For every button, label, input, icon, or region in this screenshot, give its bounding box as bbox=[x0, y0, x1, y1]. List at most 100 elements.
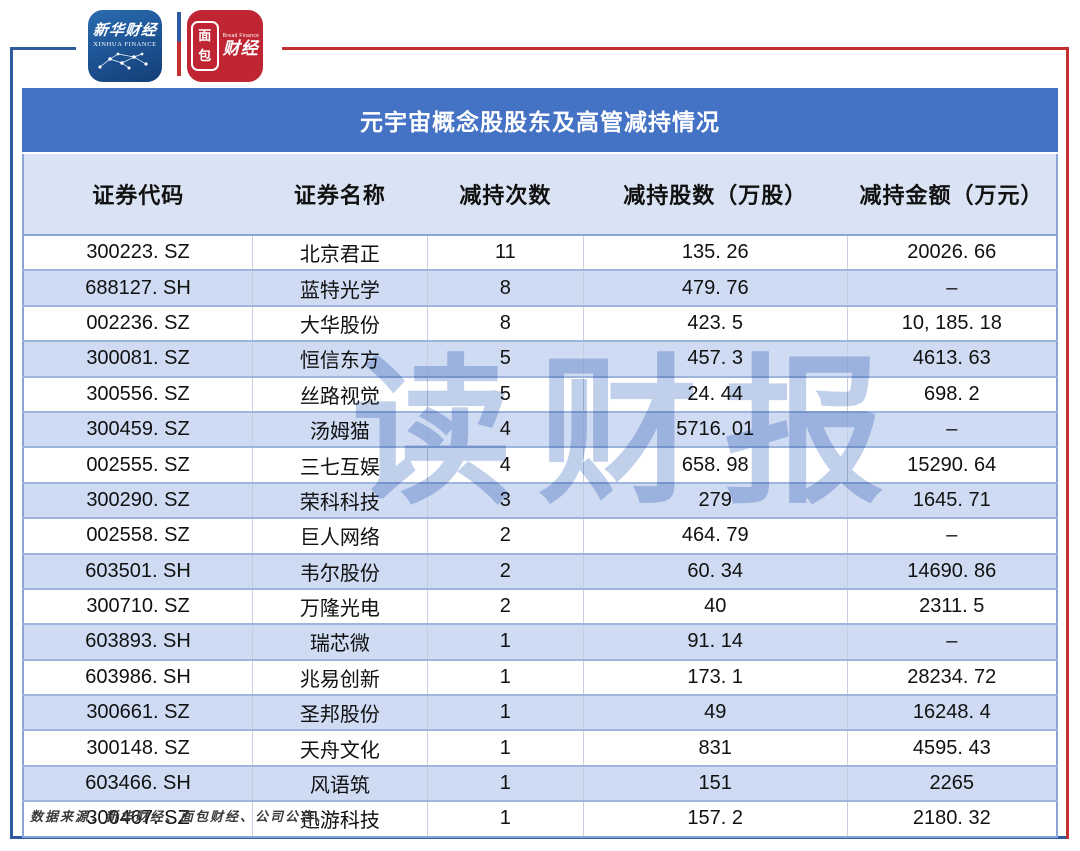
bread-finance-logo: 面 包 Bread Finance 财经 bbox=[187, 10, 263, 82]
cell-code: 300148. SZ bbox=[23, 729, 253, 766]
frame-top-left-blue bbox=[10, 47, 76, 50]
cell-shares: 49 bbox=[582, 694, 848, 731]
cell-code: 002558. SZ bbox=[23, 517, 253, 554]
table-row: 300710. SZ 万隆光电 2 40 2311. 5 bbox=[23, 587, 1057, 625]
cell-code: 300661. SZ bbox=[23, 694, 253, 731]
bread-logo-box: 面 包 bbox=[190, 21, 219, 71]
col-header-name: 证券名称 bbox=[252, 154, 428, 236]
table-row: 300661. SZ 圣邦股份 1 49 16248. 4 bbox=[23, 694, 1057, 731]
cell-count: 2 bbox=[426, 587, 584, 625]
table-row: 603893. SH 瑞芯微 1 91. 14– bbox=[23, 623, 1057, 660]
cell-code: 603501. SH bbox=[23, 552, 253, 589]
cell-amount: 2265 bbox=[846, 764, 1057, 802]
table-row: 300556. SZ 丝路视觉 5 24. 44 698. 2 bbox=[23, 375, 1057, 412]
cell-amount: 2311. 5 bbox=[846, 587, 1057, 625]
cell-amount: 16248. 4 bbox=[846, 694, 1057, 731]
table-row: 300459. SZ 汤姆猫 4 5716. 01– bbox=[23, 410, 1057, 448]
table-row: 300223. SZ 北京君正 11 135. 26 20026. 66 bbox=[23, 235, 1057, 271]
cell-amount: 698. 2 bbox=[846, 375, 1057, 412]
table-row: 300467. SZ 迅游科技 1 157. 2 2180. 32 bbox=[23, 800, 1057, 837]
cell-name: 韦尔股份 bbox=[252, 552, 428, 589]
cell-name: 三七互娱 bbox=[252, 446, 428, 483]
logo-divider bbox=[177, 12, 181, 76]
table-row: 300148. SZ 天舟文化 1 831 4595. 43 bbox=[23, 729, 1057, 766]
cell-code: 002236. SZ bbox=[23, 304, 253, 342]
cell-name: 汤姆猫 bbox=[252, 410, 428, 448]
cell-amount: – bbox=[846, 623, 1057, 660]
cell-count: 11 bbox=[426, 235, 584, 271]
cell-amount: 28234. 72 bbox=[846, 658, 1057, 696]
table-row: 688127. SH 蓝特光学 8 479. 76– bbox=[23, 269, 1057, 306]
cell-count: 4 bbox=[426, 446, 584, 483]
cell-shares: 423. 5 bbox=[582, 304, 848, 342]
cell-shares: 40 bbox=[582, 587, 848, 625]
cell-count: 2 bbox=[426, 517, 584, 554]
xinhua-logo-subtitle: XINHUA FINANCE bbox=[93, 40, 157, 48]
cell-shares: 91. 14 bbox=[582, 623, 848, 660]
cell-amount: – bbox=[846, 410, 1057, 448]
cell-name: 巨人网络 bbox=[252, 517, 428, 554]
cell-shares: 279 bbox=[582, 481, 848, 519]
col-header-amount: 减持金额（万元） bbox=[847, 154, 1057, 236]
holdings-reduction-table: 证券代码 证券名称 减持次数 减持股数（万股） 减持金额（万元） 300223.… bbox=[22, 154, 1058, 838]
bread-logo-char-top: 面 bbox=[198, 28, 212, 43]
table-row: 300081. SZ 恒信东方 5 457. 3 4613. 63 bbox=[23, 340, 1057, 377]
cell-code: 300081. SZ bbox=[23, 340, 253, 377]
cell-shares: 135. 26 bbox=[582, 235, 848, 271]
cell-shares: 457. 3 bbox=[582, 340, 848, 377]
col-header-code: 证券代码 bbox=[23, 154, 253, 236]
cell-code: 300556. SZ bbox=[23, 375, 253, 412]
cell-name: 瑞芯微 bbox=[252, 623, 428, 660]
cell-code: 603466. SH bbox=[23, 764, 253, 802]
cell-count: 1 bbox=[426, 623, 584, 660]
cell-shares: 173. 1 bbox=[582, 658, 848, 696]
cell-name: 丝路视觉 bbox=[252, 375, 428, 412]
cell-count: 8 bbox=[426, 304, 584, 342]
cell-shares: 60. 34 bbox=[582, 552, 848, 589]
xinhua-finance-logo: 新华财经 XINHUA FINANCE bbox=[88, 10, 162, 82]
cell-amount: – bbox=[846, 517, 1057, 554]
cell-name: 荣科科技 bbox=[252, 481, 428, 519]
cell-name: 圣邦股份 bbox=[252, 694, 428, 731]
frame-left-blue bbox=[10, 47, 13, 839]
xinhua-logo-title: 新华财经 bbox=[92, 22, 158, 39]
bread-logo-en: Bread Finance bbox=[222, 33, 260, 39]
cell-shares: 157. 2 bbox=[582, 800, 848, 837]
header-row: 证券代码 证券名称 减持次数 减持股数（万股） 减持金额（万元） bbox=[23, 154, 1057, 236]
cell-count: 3 bbox=[426, 481, 584, 519]
table-row: 002236. SZ 大华股份 8 423. 5 10, 185. 18 bbox=[23, 304, 1057, 342]
col-header-count: 减持次数 bbox=[427, 154, 584, 236]
table-row: 300290. SZ 荣科科技 3 279 1645. 71 bbox=[23, 481, 1057, 519]
cell-code: 603893. SH bbox=[23, 623, 253, 660]
cell-count: 1 bbox=[426, 800, 584, 837]
cell-count: 1 bbox=[426, 764, 584, 802]
frame-right-red bbox=[1066, 47, 1069, 839]
cell-count: 5 bbox=[426, 375, 584, 412]
cell-name: 恒信东方 bbox=[252, 340, 428, 377]
table-row: 603466. SH 风语筑 1 151 2265 bbox=[23, 764, 1057, 802]
cell-shares: 479. 76 bbox=[582, 269, 848, 306]
cell-code: 300710. SZ bbox=[23, 587, 253, 625]
table-row: 603501. SH 韦尔股份 2 60. 34 14690. 86 bbox=[23, 552, 1057, 589]
cell-name: 万隆光电 bbox=[252, 587, 428, 625]
table-row: 603986. SH 兆易创新 1 173. 1 28234. 72 bbox=[23, 658, 1057, 696]
cell-name: 北京君正 bbox=[252, 235, 428, 271]
cell-code: 300223. SZ bbox=[23, 235, 253, 271]
cell-amount: 1645. 71 bbox=[846, 481, 1057, 519]
data-source-note: 数据来源：新华财经、面包财经、公司公告、 bbox=[30, 809, 331, 824]
constellation-icon bbox=[98, 52, 148, 69]
cell-name: 迅游科技 bbox=[252, 800, 428, 837]
cell-count: 2 bbox=[426, 552, 584, 589]
cell-code: 603986. SH bbox=[23, 658, 253, 696]
cell-code: 688127. SH bbox=[23, 269, 253, 306]
data-table-card: 元宇宙概念股股东及高管减持情况 证券代码 证券名称 减持次数 减持股数（万股） … bbox=[22, 88, 1058, 838]
table-title-bar: 元宇宙概念股股东及高管减持情况 bbox=[22, 88, 1058, 154]
cell-count: 1 bbox=[426, 658, 584, 696]
cell-amount: 15290. 64 bbox=[846, 446, 1057, 483]
cell-name: 天舟文化 bbox=[252, 729, 428, 766]
cell-shares: 831 bbox=[582, 729, 848, 766]
bread-logo-cn: 财经 bbox=[222, 39, 259, 58]
cell-shares: 658. 98 bbox=[582, 446, 848, 483]
bread-logo-char-bottom: 包 bbox=[198, 48, 212, 63]
col-header-shares: 减持股数（万股） bbox=[583, 154, 848, 236]
